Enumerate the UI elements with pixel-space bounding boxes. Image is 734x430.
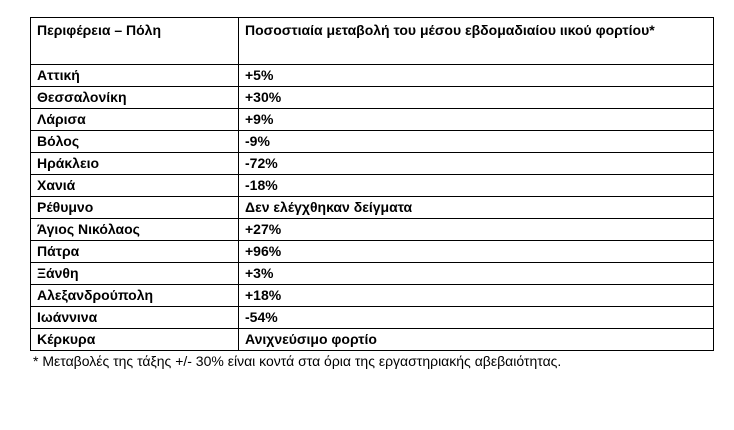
viral-load-table: Περιφέρεια – Πόλη Ποσοστιαία μεταβολή το… — [30, 17, 714, 351]
region-cell: Πάτρα — [30, 240, 239, 263]
table-row: Βόλος -9% — [30, 130, 714, 153]
table-row: Ιωάννινα -54% — [30, 306, 714, 329]
table-row: Ηράκλειο -72% — [30, 152, 714, 175]
region-cell: Κέρκυρα — [30, 328, 239, 351]
table-header-row: Περιφέρεια – Πόλη Ποσοστιαία μεταβολή το… — [30, 17, 714, 65]
table-row: Λάρισα +9% — [30, 108, 714, 131]
table-row: Άγιος Νικόλαος +27% — [30, 218, 714, 241]
region-cell: Χανιά — [30, 174, 239, 197]
change-cell: -18% — [238, 174, 714, 197]
region-cell: Λάρισα — [30, 108, 239, 131]
table-row: Ξάνθη +3% — [30, 262, 714, 285]
region-cell: Ξάνθη — [30, 262, 239, 285]
change-cell: +18% — [238, 284, 714, 307]
table-row: Αττική +5% — [30, 64, 714, 87]
table-row: Κέρκυρα Ανιχνεύσιμο φορτίο — [30, 328, 714, 351]
header-percent-change: Ποσοστιαία μεταβολή του μέσου εβδομαδιαί… — [238, 17, 714, 65]
region-cell: Θεσσαλονίκη — [30, 86, 239, 109]
change-cell: -72% — [238, 152, 714, 175]
change-cell: -54% — [238, 306, 714, 329]
region-cell: Άγιος Νικόλαος — [30, 218, 239, 241]
table-row: Πάτρα +96% — [30, 240, 714, 263]
change-cell: +30% — [238, 86, 714, 109]
table-row: Χανιά -18% — [30, 174, 714, 197]
table-row: Ρέθυμνο Δεν ελέγχθηκαν δείγματα — [30, 196, 714, 219]
region-cell: Αττική — [30, 64, 239, 87]
change-cell: Δεν ελέγχθηκαν δείγματα — [238, 196, 714, 219]
region-cell: Ρέθυμνο — [30, 196, 239, 219]
change-cell: Ανιχνεύσιμο φορτίο — [238, 328, 714, 351]
change-cell: +3% — [238, 262, 714, 285]
change-cell: -9% — [238, 130, 714, 153]
region-cell: Βόλος — [30, 130, 239, 153]
table-row: Θεσσαλονίκη +30% — [30, 86, 714, 109]
header-region-city: Περιφέρεια – Πόλη — [30, 17, 239, 65]
table-row: Αλεξανδρούπολη +18% — [30, 284, 714, 307]
footnote: * Μεταβολές της τάξης +/- 30% είναι κοντ… — [33, 353, 562, 369]
region-cell: Αλεξανδρούπολη — [30, 284, 239, 307]
change-cell: +27% — [238, 218, 714, 241]
region-cell: Ιωάννινα — [30, 306, 239, 329]
change-cell: +9% — [238, 108, 714, 131]
region-cell: Ηράκλειο — [30, 152, 239, 175]
change-cell: +5% — [238, 64, 714, 87]
change-cell: +96% — [238, 240, 714, 263]
